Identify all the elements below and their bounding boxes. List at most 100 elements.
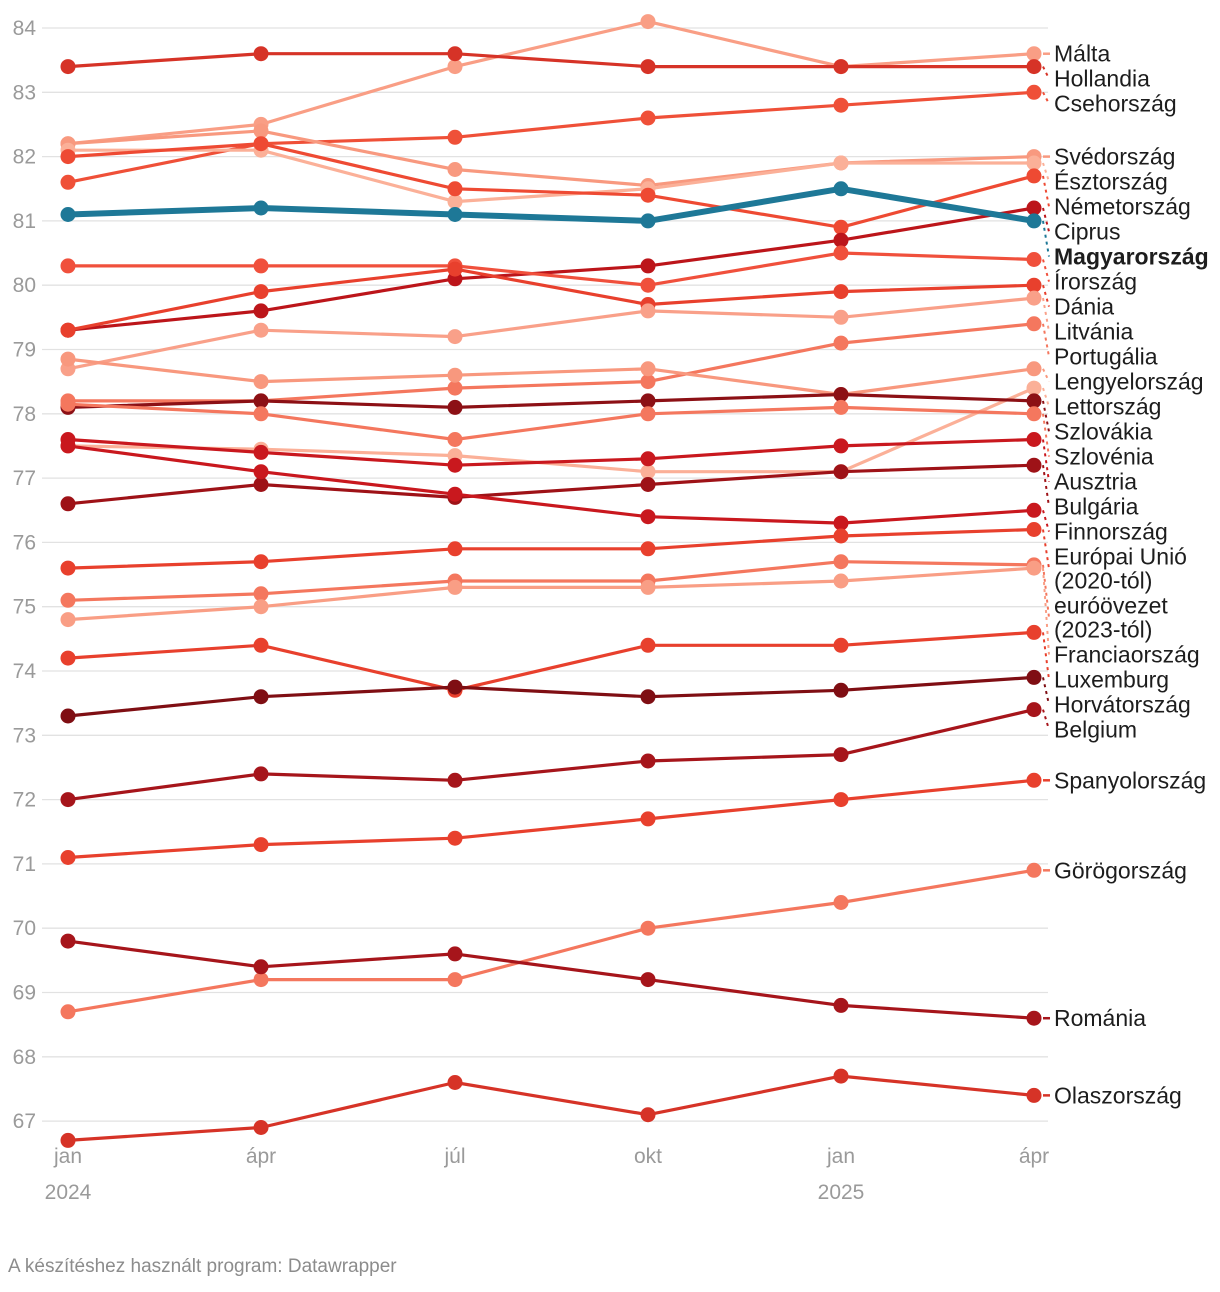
- data-point-Franciaország[interactable]: [447, 579, 463, 595]
- data-point-Szlovénia[interactable]: [833, 399, 849, 415]
- data-point-Írország[interactable]: [1026, 252, 1042, 267]
- data-point-Franciaország[interactable]: [1026, 560, 1042, 576]
- data-point-Bulgária[interactable]: [640, 477, 656, 492]
- data-point-Észtország[interactable]: [833, 155, 849, 171]
- series-label-Olaszország[interactable]: Olaszország: [1054, 1082, 1182, 1108]
- data-point-Horvátország[interactable]: [640, 689, 656, 705]
- data-point-Szlovákia[interactable]: [253, 393, 269, 409]
- series-label-Horvátország[interactable]: Horvátország: [1054, 692, 1191, 718]
- data-point-Horvátország[interactable]: [60, 708, 76, 724]
- data-point-Szlovákia[interactable]: [833, 387, 849, 402]
- series-label-Dánia[interactable]: Dánia: [1054, 294, 1114, 320]
- series-label-Szlovákia[interactable]: Szlovákia: [1054, 419, 1153, 445]
- data-point-Ciprus[interactable]: [253, 303, 269, 319]
- data-point-Spanyolország[interactable]: [640, 811, 656, 827]
- data-point-Szlovákia[interactable]: [640, 393, 656, 409]
- data-point-Ciprus[interactable]: [640, 258, 656, 274]
- data-point-Belgium[interactable]: [60, 792, 76, 808]
- data-point-Portugália[interactable]: [833, 335, 849, 351]
- data-point-Ausztria[interactable]: [253, 444, 269, 460]
- series-label-Luxemburg[interactable]: Luxemburg: [1054, 667, 1169, 693]
- data-point-Franciaország[interactable]: [60, 612, 76, 628]
- data-point-Olaszország[interactable]: [60, 1132, 76, 1148]
- data-point-Románia[interactable]: [833, 997, 849, 1013]
- data-point-Magyarország[interactable]: [447, 207, 463, 222]
- data-point-Litvánia[interactable]: [447, 329, 463, 345]
- series-label-Málta[interactable]: Málta: [1054, 41, 1110, 67]
- data-point-Lengyelország[interactable]: [640, 361, 656, 377]
- data-point-Hollandia[interactable]: [253, 46, 269, 62]
- data-point-Európai Unió (2020-tól)[interactable]: [253, 554, 269, 570]
- data-point-Magyarország[interactable]: [60, 207, 76, 222]
- data-point-Málta[interactable]: [447, 59, 463, 75]
- data-point-Magyarország[interactable]: [1026, 213, 1042, 229]
- data-point-Európai Unió (2020-tól)[interactable]: [640, 541, 656, 557]
- data-point-Csehország[interactable]: [1026, 84, 1042, 100]
- data-point-Észtország[interactable]: [1026, 155, 1042, 171]
- series-label-Európai Unió (2020-tól)[interactable]: (2020-tól): [1054, 568, 1152, 594]
- data-point-Lettország[interactable]: [1026, 380, 1042, 396]
- data-point-Spanyolország[interactable]: [833, 792, 849, 808]
- data-point-Málta[interactable]: [1026, 46, 1042, 62]
- series-label-Litvánia[interactable]: Litvánia: [1054, 319, 1133, 345]
- data-point-Ausztria[interactable]: [833, 438, 849, 454]
- data-point-Litvánia[interactable]: [1026, 290, 1042, 306]
- data-point-Európai Unió (2020-tól)[interactable]: [447, 541, 463, 557]
- data-point-Európai Unió (2020-tól)[interactable]: [1026, 522, 1042, 537]
- data-point-Írország[interactable]: [640, 277, 656, 293]
- data-point-Franciaország[interactable]: [640, 579, 656, 595]
- data-point-Csehország[interactable]: [640, 110, 656, 126]
- data-point-Románia[interactable]: [60, 933, 76, 949]
- series-label-Románia[interactable]: Románia: [1054, 1005, 1146, 1031]
- data-point-Dánia[interactable]: [1026, 277, 1042, 293]
- data-point-Luxemburg[interactable]: [253, 637, 269, 653]
- data-point-Belgium[interactable]: [253, 766, 269, 782]
- data-point-Írország[interactable]: [833, 245, 849, 261]
- data-point-Spanyolország[interactable]: [60, 850, 76, 865]
- series-label-Lengyelország[interactable]: Lengyelország: [1054, 369, 1204, 395]
- series-label-Írország[interactable]: Írország: [1054, 269, 1137, 295]
- data-point-Olaszország[interactable]: [253, 1120, 269, 1135]
- data-point-Olaszország[interactable]: [447, 1075, 463, 1090]
- data-point-Horvátország[interactable]: [833, 682, 849, 698]
- data-point-Románia[interactable]: [447, 946, 463, 962]
- data-point-Olaszország[interactable]: [833, 1068, 849, 1084]
- data-point-Finnország[interactable]: [253, 464, 269, 480]
- data-point-Hollandia[interactable]: [833, 59, 849, 75]
- data-point-Hollandia[interactable]: [640, 59, 656, 75]
- data-point-Luxemburg[interactable]: [1026, 624, 1042, 640]
- data-point-Ciprus[interactable]: [833, 232, 849, 248]
- data-point-Franciaország[interactable]: [833, 573, 849, 589]
- series-label-Finnország[interactable]: Finnország: [1054, 519, 1168, 545]
- data-point-Görögország[interactable]: [1026, 862, 1042, 878]
- data-point-Bulgária[interactable]: [1026, 457, 1042, 473]
- data-point-Magyarország[interactable]: [253, 200, 269, 216]
- data-point-Szlovénia[interactable]: [1026, 406, 1042, 422]
- data-point-euróövezet (2023-tól)[interactable]: [253, 586, 269, 602]
- series-label-Magyarország[interactable]: Magyarország: [1054, 244, 1209, 270]
- data-point-Lengyelország[interactable]: [447, 367, 463, 383]
- series-label-Észtország[interactable]: Észtország: [1054, 169, 1168, 195]
- data-point-Németország[interactable]: [253, 136, 269, 152]
- data-point-Bulgária[interactable]: [60, 496, 76, 512]
- data-point-Bulgária[interactable]: [833, 464, 849, 480]
- data-point-Litvánia[interactable]: [253, 322, 269, 338]
- series-label-euróövezet (2023-tól)[interactable]: (2023-tól): [1054, 617, 1152, 643]
- data-point-Lengyelország[interactable]: [253, 374, 269, 390]
- data-point-Ausztria[interactable]: [640, 451, 656, 467]
- data-point-Spanyolország[interactable]: [1026, 772, 1042, 788]
- data-point-Írország[interactable]: [60, 258, 76, 274]
- series-label-Ausztria[interactable]: Ausztria: [1054, 469, 1137, 495]
- data-point-Dánia[interactable]: [833, 284, 849, 300]
- data-point-Csehország[interactable]: [60, 174, 76, 190]
- data-point-Olaszország[interactable]: [640, 1107, 656, 1123]
- series-label-Európai Unió (2020-tól)[interactable]: Európai Unió: [1054, 544, 1187, 570]
- data-point-Szlovénia[interactable]: [447, 432, 463, 447]
- data-point-Litvánia[interactable]: [640, 303, 656, 319]
- data-point-Görögország[interactable]: [640, 920, 656, 936]
- data-point-Ausztria[interactable]: [447, 457, 463, 473]
- series-label-Franciaország[interactable]: Franciaország: [1054, 642, 1200, 668]
- data-point-Csehország[interactable]: [447, 129, 463, 145]
- series-label-Görögország[interactable]: Görögország: [1054, 857, 1187, 883]
- data-point-Németország[interactable]: [1026, 168, 1042, 184]
